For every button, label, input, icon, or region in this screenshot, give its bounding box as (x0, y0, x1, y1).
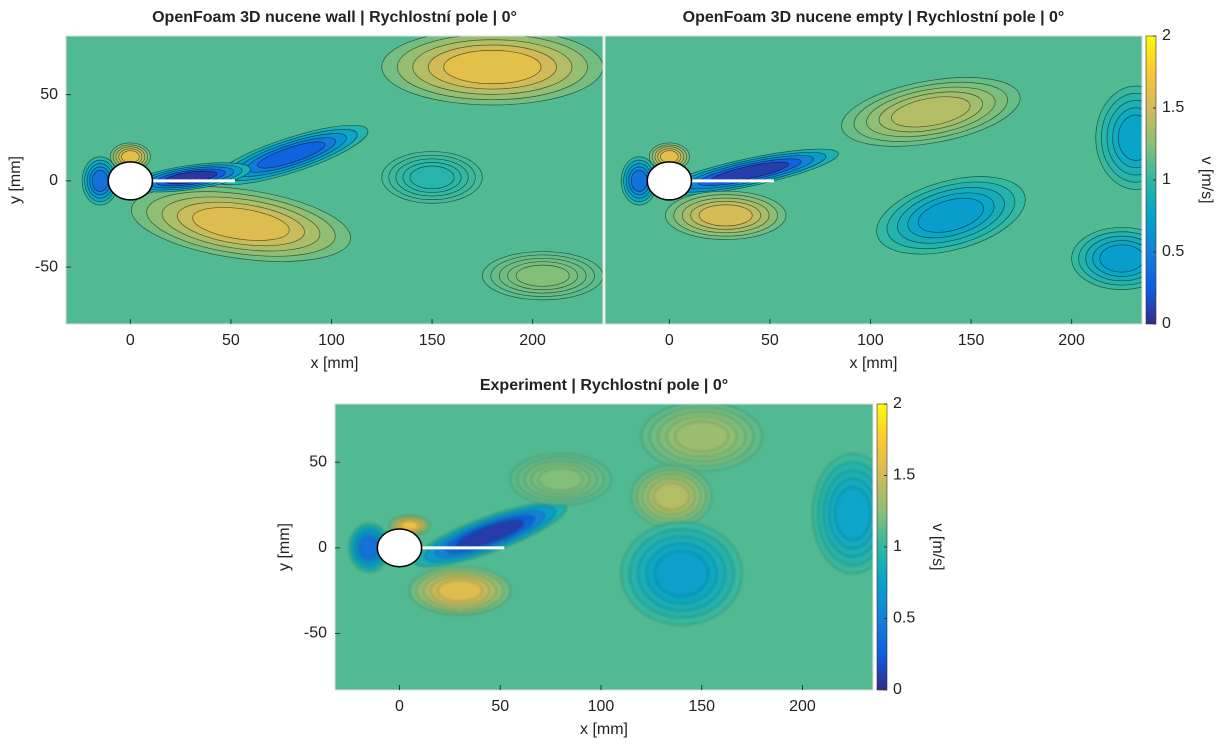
field-contour (660, 150, 679, 164)
field (66, 36, 603, 324)
contour-plot: OpenFoam 3D nucene wall | Rychlostní pol… (7, 9, 604, 372)
x-tick-label: 200 (789, 698, 816, 715)
x-axis-label: x [mm] (580, 721, 628, 738)
x-tick-label: 150 (958, 332, 985, 349)
field-contour (538, 467, 584, 492)
plot-title: Experiment | Rychlostní pole | 0° (480, 377, 728, 394)
axes-box (334, 403, 874, 691)
y-axis-label: y [mm] (7, 156, 24, 204)
field-contour (121, 150, 140, 164)
x-tick-label: 50 (222, 332, 240, 349)
x-tick-label: 200 (519, 332, 546, 349)
field-contour (674, 421, 729, 452)
field-contour (192, 207, 290, 241)
field-contour (653, 482, 690, 511)
field-contour (443, 49, 542, 85)
colorbar-tick-label: 0 (893, 681, 902, 698)
y-tick-label: 0 (318, 539, 327, 556)
field-contour (630, 169, 648, 192)
field-contour (91, 169, 109, 192)
x-tick-label: 100 (318, 332, 345, 349)
colorbar-tick-label: 0.5 (893, 610, 915, 627)
y-tick-label: 0 (49, 172, 58, 189)
field-contour (456, 519, 524, 549)
colorbar-tick-label: 1.5 (1162, 99, 1184, 116)
x-tick-label: 150 (419, 332, 446, 349)
y-tick-label: -50 (35, 258, 58, 275)
colorbar-tick-label: 1.5 (893, 467, 915, 484)
contour-plot: OpenFoam 3D nucene empty | Rychlostní po… (604, 9, 1215, 372)
field-contour (1117, 114, 1142, 161)
colorbar-tick-label: 1 (1162, 171, 1171, 188)
y-axis-label: y [mm] (276, 523, 293, 571)
axes-box (604, 35, 1143, 325)
cylinder (376, 528, 423, 568)
cylinder (107, 161, 154, 201)
cylinder (646, 161, 693, 201)
plot-title: OpenFoam 3D nucene empty | Rychlostní po… (683, 9, 1065, 26)
field-contour (834, 486, 871, 541)
contour-plot: Experiment | Rychlostní pole | 0°0 50 100 1… (276, 377, 946, 738)
field-contour (891, 96, 971, 128)
axes-box (65, 35, 604, 325)
x-tick-label: 50 (491, 698, 509, 715)
x-tick-label: 200 (1058, 332, 1085, 349)
plot-title: OpenFoam 3D nucene wall | Rychlostní pol… (152, 9, 517, 26)
colorbar-label: v [m/s] (1198, 156, 1215, 203)
colorbar-tick-label: 1 (893, 538, 902, 555)
field (335, 404, 873, 690)
colorbar-tick-label: 2 (1162, 27, 1171, 44)
x-tick-label: 100 (588, 698, 615, 715)
x-axis-label: x [mm] (850, 355, 898, 372)
field-contour (654, 550, 709, 597)
x-tick-label: 100 (857, 332, 884, 349)
field-contour (409, 165, 455, 190)
y-tick-label: 50 (309, 453, 327, 470)
field-contour (400, 520, 419, 531)
x-tick-label: 0 (395, 698, 404, 715)
field-contour (698, 204, 753, 227)
field-contour (1099, 244, 1142, 273)
field-contour (437, 579, 483, 602)
colorbar-tick-label: 0 (1162, 315, 1171, 332)
x-tick-label: 50 (761, 332, 779, 349)
x-tick-label: 0 (126, 332, 135, 349)
x-tick-label: 150 (688, 698, 715, 715)
colorbar-tick-label: 0.5 (1162, 243, 1184, 260)
colorbar-label: v [m/s] (929, 523, 946, 570)
y-tick-label: 50 (40, 86, 58, 103)
field-contour (360, 536, 379, 559)
x-tick-label: 0 (665, 332, 674, 349)
field-contour (257, 141, 326, 169)
field-contour (515, 264, 570, 287)
field (605, 36, 1142, 324)
x-axis-label: x [mm] (311, 355, 359, 372)
y-tick-label: -50 (304, 625, 327, 642)
field-contour (917, 197, 985, 233)
colorbar-tick-label: 2 (893, 395, 902, 412)
